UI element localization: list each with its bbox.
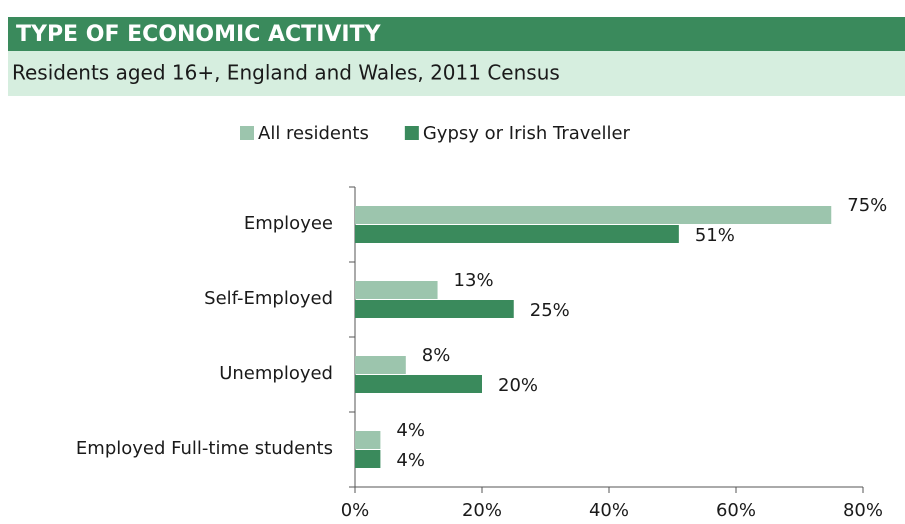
legend-swatch — [404, 126, 419, 140]
category-label: Employee — [244, 213, 333, 234]
category-label: Employed Full-time students — [76, 438, 333, 459]
title-bar — [8, 17, 905, 51]
bar — [355, 431, 381, 449]
value-label: 51% — [695, 225, 735, 246]
value-label: 75% — [847, 195, 887, 216]
bar — [355, 225, 679, 243]
bar — [355, 375, 482, 393]
value-label: 4% — [396, 450, 425, 471]
x-tick-label: 80% — [843, 500, 883, 521]
x-tick-label: 60% — [716, 500, 756, 521]
value-label: 13% — [454, 270, 494, 291]
value-label: 20% — [498, 375, 538, 396]
bar — [355, 206, 832, 224]
bar — [355, 300, 514, 318]
legend-label: Gypsy or Irish Traveller — [423, 123, 631, 144]
value-label: 8% — [422, 345, 451, 366]
legend-label: All residents — [258, 123, 369, 144]
chart-subtitle: Residents aged 16+, England and Wales, 2… — [12, 61, 560, 85]
x-tick-label: 40% — [589, 500, 629, 521]
subtitle-bar — [8, 51, 905, 96]
bar — [355, 450, 381, 468]
x-tick-label: 20% — [462, 500, 502, 521]
bar — [355, 281, 438, 299]
chart-title: TYPE OF ECONOMIC ACTIVITY — [16, 22, 382, 47]
category-label: Self-Employed — [204, 288, 333, 309]
category-label: Unemployed — [219, 363, 333, 384]
legend-swatch — [240, 126, 254, 140]
bar — [355, 356, 406, 374]
x-tick-label: 0% — [341, 500, 370, 521]
value-label: 4% — [396, 420, 425, 441]
value-label: 25% — [530, 300, 570, 321]
